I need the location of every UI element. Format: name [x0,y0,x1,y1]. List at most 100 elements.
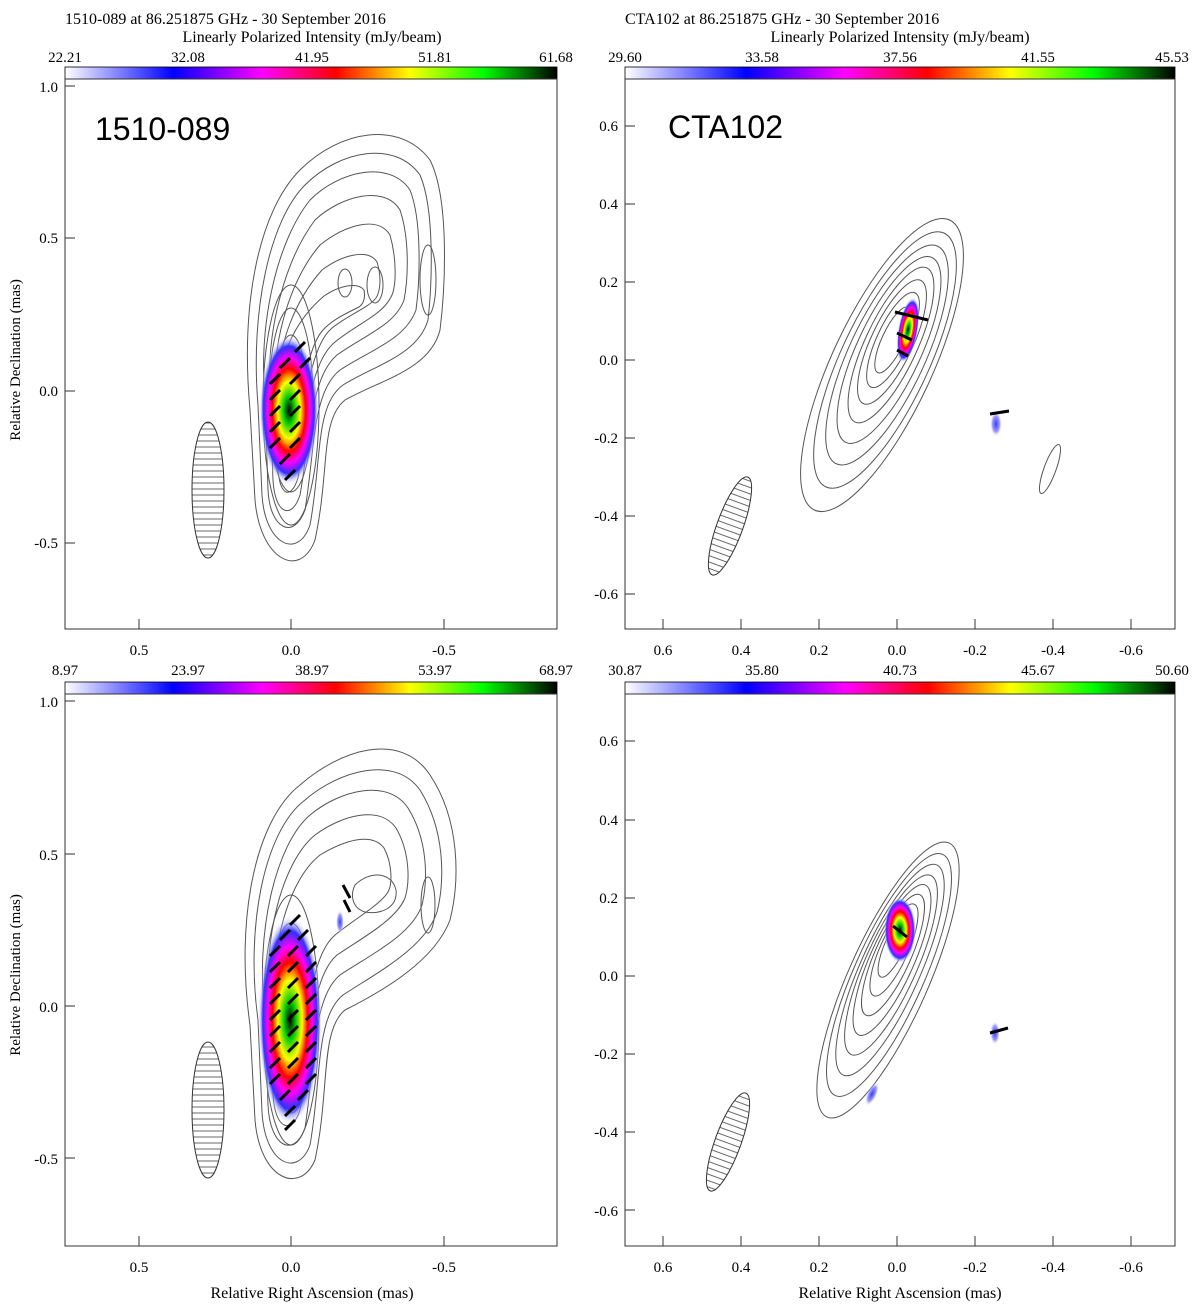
y-tick: -0.6 [594,587,618,603]
y-axis-label: Relative Declination (mas) [8,894,24,1056]
x-tick: 0.4 [732,643,751,659]
x-tick: 0.0 [282,1260,301,1276]
cbar-tick: 22.21 [48,50,82,66]
cbar-tick: 29.60 [608,50,642,66]
polarized-intensity-blob [864,1082,880,1106]
y-tick: -0.2 [594,431,618,447]
source-label: CTA102 [668,109,783,145]
x-tick: -0.6 [1119,643,1143,659]
y-tick: 1.0 [39,80,58,96]
y-tick: 0.0 [599,969,618,985]
x-tick: -0.4 [1041,1260,1065,1276]
cbar-tick: 37.56 [883,50,917,66]
panel-br: 30.87 35.80 40.73 45.67 50.60 0.6 0.4 0.… [594,663,1189,1302]
y-tick: 0.4 [599,197,618,213]
panel-tl-colorbar-label: Linearly Polarized Intensity (mJy/beam) [182,29,441,46]
tick-marks [625,125,1132,629]
panel-tl: 1510-089 at 86.251875 GHz - 30 September… [8,11,573,630]
cbar-tick: 45.53 [1155,50,1189,66]
beam-ellipse [705,1092,751,1192]
cbar-tick: 35.80 [745,663,779,679]
y-tick: -0.5 [34,536,58,552]
colorbar [64,681,558,695]
y-tick: 0.0 [599,353,618,369]
x-tick: -0.5 [432,1260,456,1276]
y-tick: -0.4 [594,509,618,525]
y-axis-label: Relative Declination (mas) [8,279,24,441]
tick-marks [65,700,445,1246]
plot-frame [64,78,558,630]
evpa-ticks [892,924,1009,1035]
panel-tl-header: 1510-089 at 86.251875 GHz - 30 September… [65,11,386,28]
x-tick: 0.0 [888,1260,907,1276]
plot-frame [64,693,558,1247]
y-tick: 0.0 [39,1000,58,1016]
y-tick: 0.5 [39,848,58,864]
colorbar [624,66,1176,80]
x-tick: 0.2 [810,643,829,659]
cbar-tick: 50.60 [1155,663,1189,679]
x-tick: 0.0 [282,643,301,659]
plot-frame [624,78,1176,630]
stokes-i-contours [246,134,445,562]
cbar-tick: 23.97 [171,663,205,679]
y-tick: -0.4 [594,1125,618,1141]
stokes-i-contours [800,217,1062,513]
cbar-tick: 8.97 [52,663,79,679]
x-tick: 0.5 [130,1260,149,1276]
y-tick: 1.0 [39,695,58,711]
tick-marks [625,740,1132,1246]
plot-frame [624,693,1176,1247]
colorbar [64,66,558,80]
y-tick: 0.2 [599,891,618,907]
y-tick: -0.2 [594,1047,618,1063]
x-axis-label: Relative Right Ascension (mas) [798,1285,1001,1302]
x-tick: -0.6 [1119,1260,1143,1276]
evpa-ticks [268,884,352,1132]
panel-tr-colorbar-label: Linearly Polarized Intensity (mJy/beam) [770,29,1029,46]
cbar-tick: 38.97 [295,663,329,679]
x-tick: -0.4 [1041,643,1065,659]
x-tick: 0.6 [654,1260,673,1276]
cbar-tick: 68.97 [539,663,573,679]
evpa-ticks [894,310,1010,416]
y-tick: 0.5 [39,231,58,247]
panel-bl: 8.97 23.97 38.97 53.97 68.97 1.0 0.5 0.0… [8,663,573,1302]
cbar-tick: 61.68 [539,50,573,66]
x-tick: 0.0 [888,643,907,659]
cbar-tick: 41.55 [1021,50,1055,66]
x-tick: 0.2 [810,1260,829,1276]
panel-tl-xticks: 0.5 0.0 -0.5 [130,643,456,659]
y-tick: 0.2 [599,275,618,291]
polarized-intensity-blob [990,411,1002,437]
y-tick: 0.0 [39,384,58,400]
x-axis-label: Relative Right Ascension (mas) [210,1285,413,1302]
cbar-tick: 51.81 [418,50,452,66]
cbar-tick: 53.97 [418,663,452,679]
panel-tr: CTA102 at 86.251875 GHz - 30 September 2… [594,11,1189,659]
polarized-intensity-blob [259,335,319,485]
x-tick: 0.4 [732,1260,751,1276]
cbar-tick: 45.67 [1021,663,1055,679]
cbar-tick: 33.58 [745,50,779,66]
x-tick: -0.2 [963,643,987,659]
evpa-ticks [268,340,312,482]
y-tick: 0.4 [599,813,618,829]
x-tick: -0.2 [963,1260,987,1276]
y-tick: -0.6 [594,1204,618,1220]
stokes-i-contours [816,841,960,1119]
cbar-tick: 41.95 [295,50,329,66]
tick-marks [65,85,445,629]
y-tick: 0.6 [599,119,618,135]
polarized-intensity-blob [336,910,344,934]
source-label: 1510-089 [95,111,230,147]
beam-ellipse [191,421,225,559]
cbar-tick: 30.87 [608,663,642,679]
cbar-tick: 32.08 [171,50,205,66]
panel-tr-header: CTA102 at 86.251875 GHz - 30 September 2… [625,11,939,28]
colorbar [624,681,1176,695]
y-tick: 0.6 [599,734,618,750]
cbar-tick: 40.73 [883,663,917,679]
x-tick: -0.5 [432,643,456,659]
